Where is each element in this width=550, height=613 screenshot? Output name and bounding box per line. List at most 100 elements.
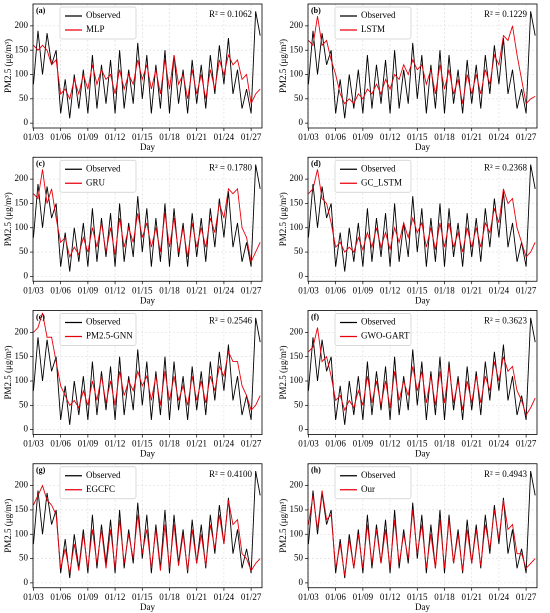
- x-tick-label: 01/15: [407, 439, 428, 449]
- x-tick-label: 01/27: [241, 132, 262, 142]
- legend-label: GWO-GART: [361, 331, 410, 341]
- plot-frame: [32, 3, 263, 129]
- panel-label: (g): [36, 466, 46, 475]
- x-tick-label: 01/18: [434, 592, 455, 602]
- x-tick-label: 01/24: [214, 439, 235, 449]
- y-tick-label: 150: [290, 44, 304, 54]
- y-tick-label: 150: [290, 504, 304, 514]
- legend-frame: [334, 313, 412, 346]
- y-tick-label: 50: [294, 553, 304, 563]
- x-tick-label: 01/12: [380, 132, 401, 142]
- plot-frame: [307, 156, 538, 282]
- x-tick-label: 01/09: [353, 592, 374, 602]
- legend-label: Observed: [86, 317, 121, 327]
- panel: 0 50 100 150 200 01/03 01/06 01/09 01/12 01/15 01/…: [278, 156, 538, 305]
- x-tick-label: 01/15: [132, 285, 153, 295]
- x-tick-label: 01/09: [353, 439, 374, 449]
- legend-frame: [59, 466, 137, 500]
- x-tick-label: 01/06: [325, 592, 346, 602]
- legend-label: PM2.5-GNN: [86, 331, 133, 341]
- legend-frame: [59, 6, 137, 40]
- data-line: [33, 44, 261, 106]
- panel-label: (e): [36, 312, 45, 321]
- x-tick-label: 01/15: [132, 132, 153, 142]
- x-tick-label: 01/06: [50, 439, 71, 449]
- plot-frame: [307, 463, 538, 589]
- y-tick-label: 200: [290, 173, 304, 183]
- y-tick-label: 150: [15, 44, 29, 54]
- x-tick-label: 01/12: [380, 285, 401, 295]
- x-tick-label: 01/18: [159, 132, 180, 142]
- data-line: [308, 490, 536, 576]
- y-tick-label: 0: [299, 117, 304, 127]
- y-tick-label: 0: [299, 270, 304, 280]
- panel: 0 50 100 150 200 01/03 01/06 01/09 01/12 01/15 01/…: [3, 463, 263, 612]
- x-tick-label: 01/24: [214, 132, 235, 142]
- legend-label: MLP: [86, 24, 105, 34]
- x-tick-label: 01/15: [407, 592, 428, 602]
- y-tick-label: 200: [15, 173, 29, 183]
- x-tick-label: 01/06: [50, 592, 71, 602]
- y-tick-label: 150: [290, 351, 304, 361]
- y-tick-label: 50: [19, 553, 29, 563]
- x-tick-label: 01/03: [298, 285, 319, 295]
- y-tick-label: 100: [290, 69, 304, 79]
- annotation: R² = 0.2368: [484, 162, 528, 172]
- y-axis-label: PM2.5 (μg/m³): [278, 499, 288, 553]
- y-tick-label: 200: [15, 480, 29, 490]
- x-tick-label: 01/18: [159, 285, 180, 295]
- y-tick-label: 200: [290, 326, 304, 336]
- x-tick-label: 01/27: [241, 285, 262, 295]
- x-tick-label: 01/21: [186, 285, 207, 295]
- y-tick-label: 0: [299, 424, 304, 434]
- panel-label: (c): [36, 159, 45, 168]
- x-axis-label: Day: [140, 602, 155, 612]
- x-axis-label: Day: [140, 449, 155, 459]
- x-tick-label: 01/06: [325, 439, 346, 449]
- x-tick-label: 01/12: [380, 592, 401, 602]
- y-tick-label: 0: [299, 577, 304, 587]
- legend-frame: [334, 466, 412, 500]
- panel: 0 50 100 150 200 01/03 01/06 01/09 01/12 01/15 01/…: [278, 3, 538, 152]
- legend-frame: [334, 6, 412, 40]
- x-tick-label: 01/12: [105, 592, 126, 602]
- y-tick-label: 200: [15, 20, 29, 30]
- y-tick-label: 50: [19, 246, 29, 256]
- x-tick-label: 01/27: [516, 592, 537, 602]
- annotation: R² = 0.2546: [209, 316, 253, 326]
- y-tick-label: 50: [19, 399, 29, 409]
- annotation: R² = 0.3623: [484, 316, 528, 326]
- x-tick-label: 01/12: [105, 439, 126, 449]
- x-axis-label: Day: [415, 602, 430, 612]
- x-tick-label: 01/27: [516, 285, 537, 295]
- y-tick-label: 200: [290, 20, 304, 30]
- x-tick-label: 01/21: [461, 132, 482, 142]
- y-axis-label: PM2.5 (μg/m³): [3, 192, 13, 246]
- y-axis-label: PM2.5 (μg/m³): [3, 39, 13, 93]
- annotation: R² = 0.1780: [209, 162, 253, 172]
- x-axis-label: Day: [415, 449, 430, 459]
- legend-label: Observed: [361, 10, 396, 20]
- x-tick-label: 01/18: [159, 439, 180, 449]
- annotation: R² = 0.1062: [209, 9, 252, 19]
- x-tick-label: 01/24: [214, 592, 235, 602]
- x-tick-label: 01/18: [434, 285, 455, 295]
- x-tick-label: 01/21: [461, 285, 482, 295]
- y-tick-label: 150: [290, 198, 304, 208]
- data-line: [308, 317, 536, 425]
- data-line: [308, 169, 536, 258]
- x-tick-label: 01/03: [23, 132, 44, 142]
- legend-label: GC_LSTM: [361, 177, 402, 187]
- legend-label: Observed: [361, 163, 396, 173]
- x-tick-label: 01/06: [50, 285, 71, 295]
- y-tick-label: 0: [24, 577, 29, 587]
- panel: 0 50 100 150 200 01/03 01/06 01/09 01/12 01/15 01/…: [3, 310, 263, 459]
- panel-label: (h): [311, 466, 321, 475]
- y-tick-label: 100: [15, 528, 29, 538]
- x-tick-label: 01/27: [241, 439, 262, 449]
- panel: 0 50 100 150 200 01/03 01/06 01/09 01/12 01/15 01/…: [3, 3, 263, 152]
- x-tick-label: 01/27: [241, 592, 262, 602]
- x-tick-label: 01/24: [214, 285, 235, 295]
- data-line: [33, 164, 261, 272]
- data-line: [308, 11, 536, 119]
